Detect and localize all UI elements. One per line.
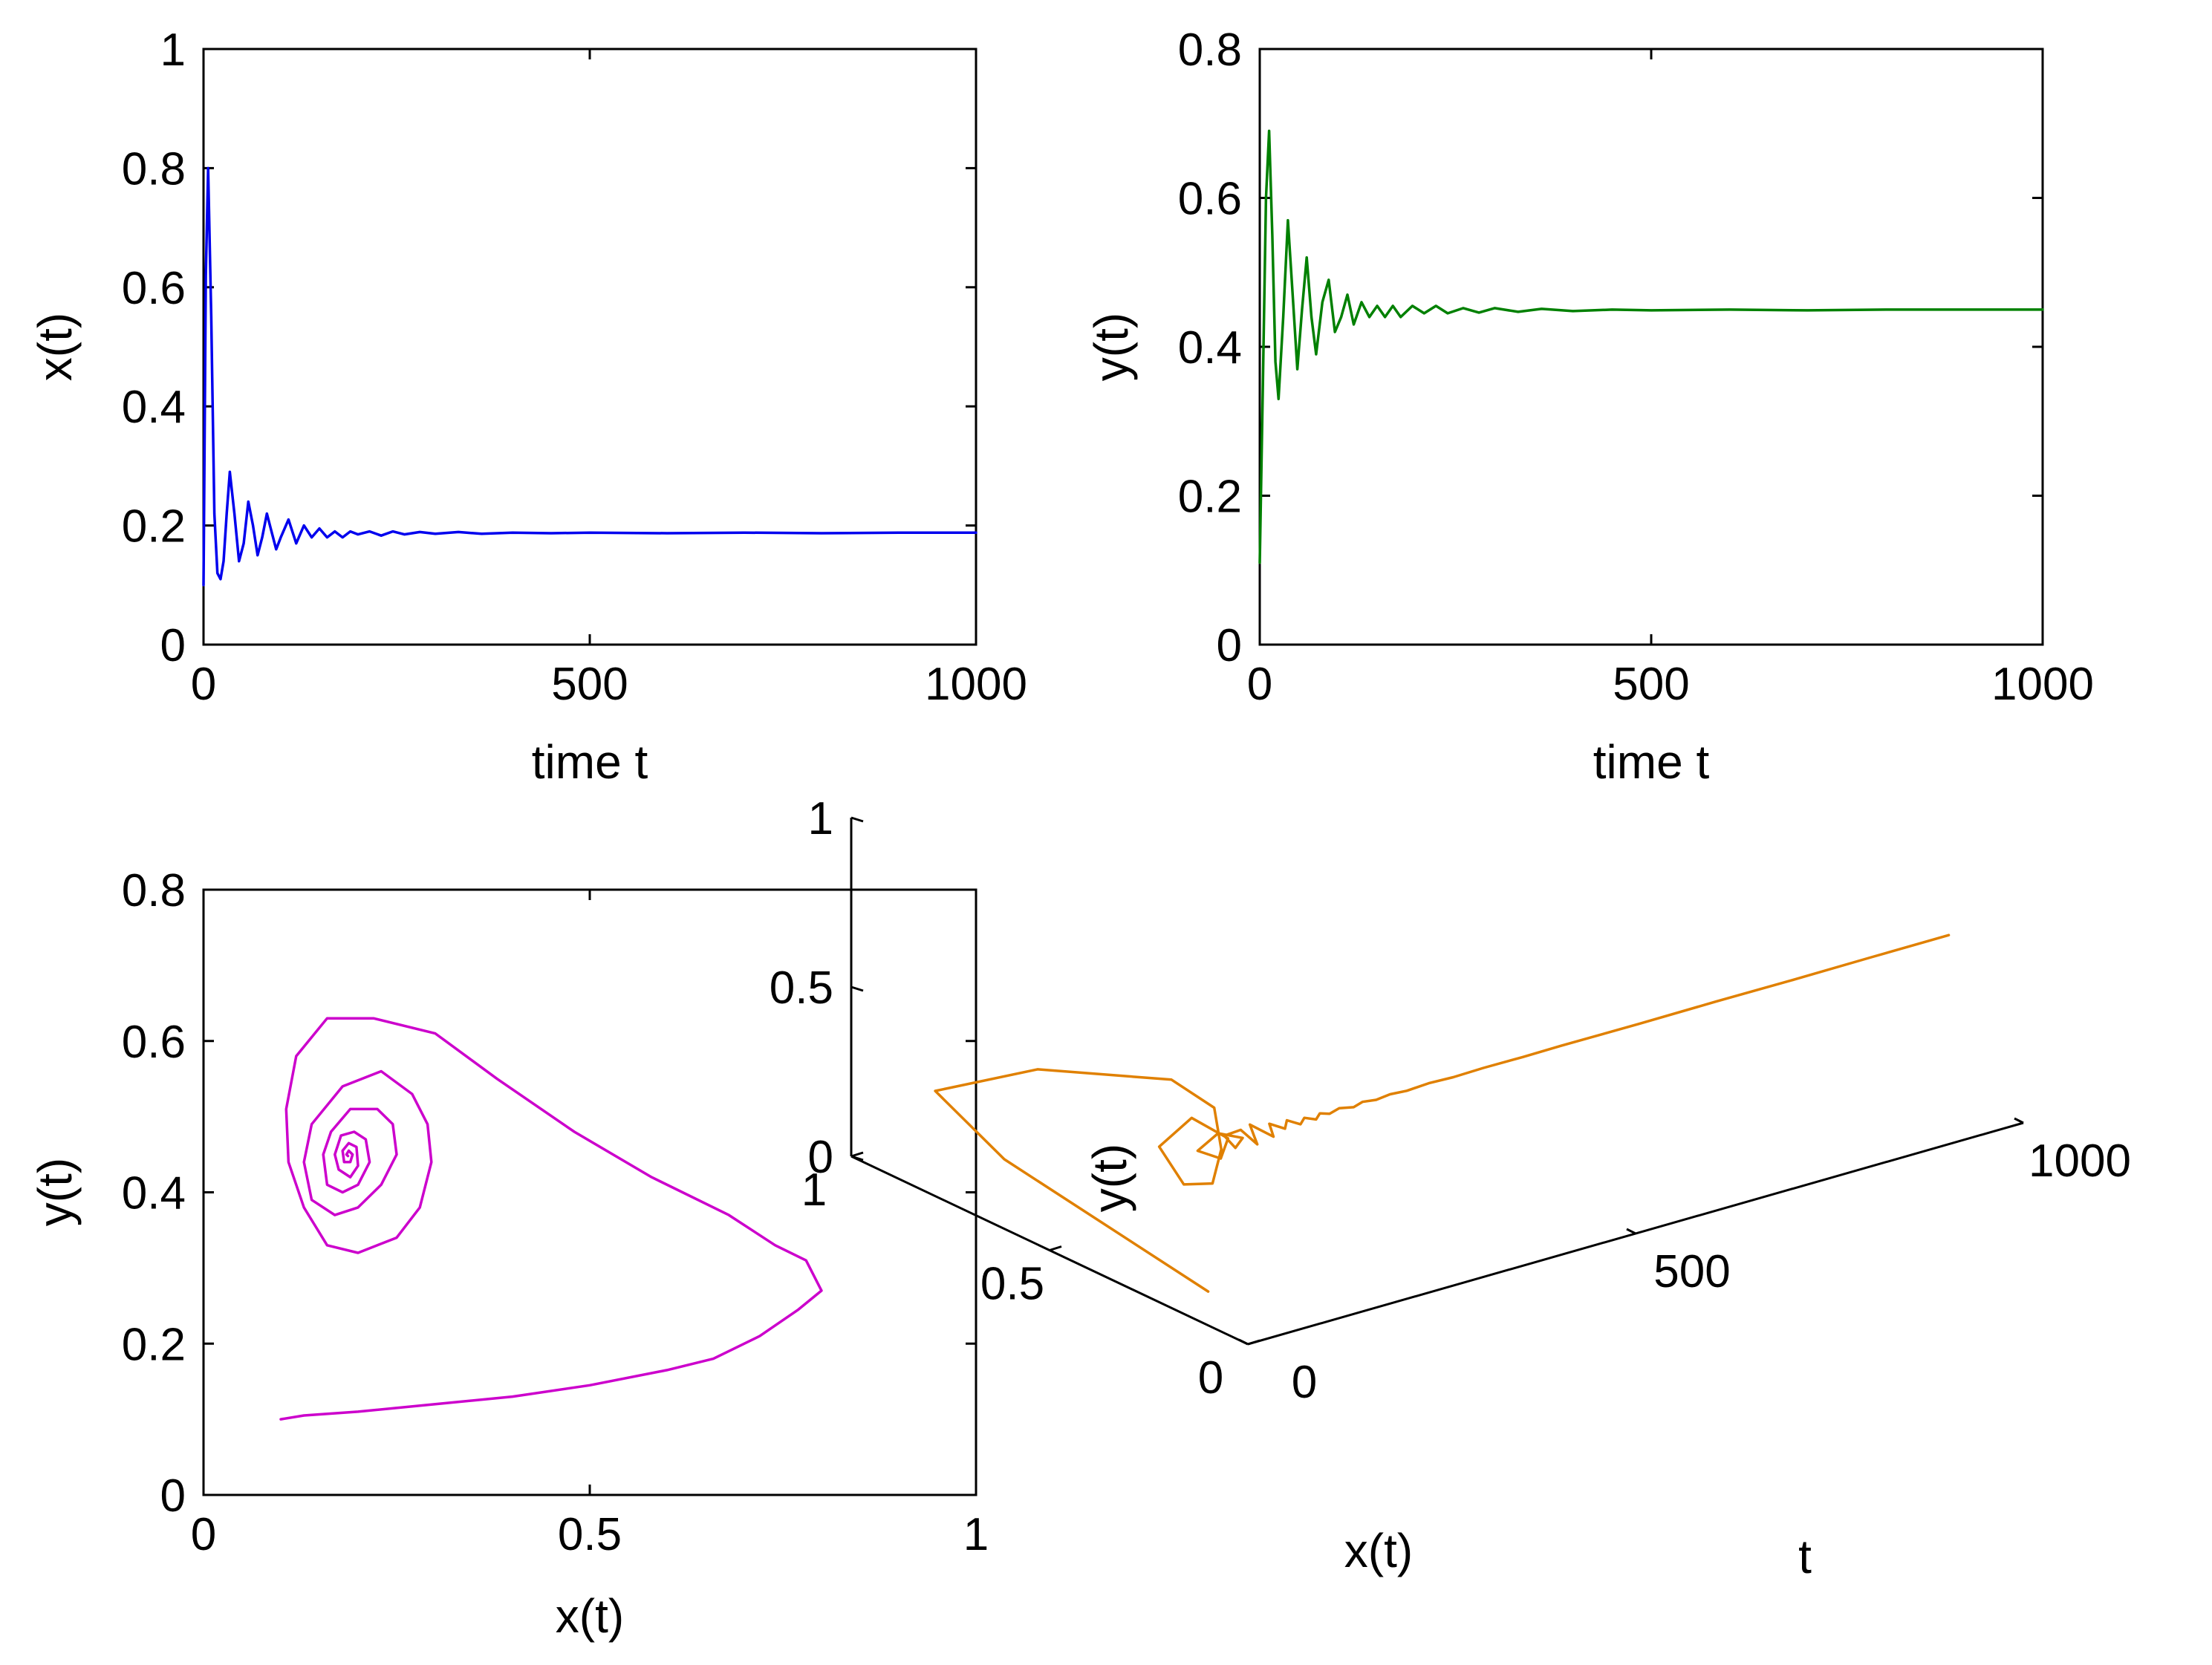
x-tick-label: 500 xyxy=(1613,659,1689,710)
panel-x-vs-time-frame xyxy=(202,48,977,646)
y-tick-label: 0.2 xyxy=(1178,472,1242,523)
t-tick-label: 0 xyxy=(1292,1357,1317,1408)
y-tick-label: 0 xyxy=(160,1470,186,1522)
x-tick-mark xyxy=(850,1151,864,1158)
x-tick-mark xyxy=(1247,1339,1260,1346)
x-tick-label: 500 xyxy=(551,659,628,710)
y-tick-label: 0.6 xyxy=(122,1017,186,1068)
panel-y-vs-time-ylabel: y(t) xyxy=(1084,313,1138,381)
panel-phase-portrait-frame xyxy=(202,888,977,1496)
y-tick-label: 0.6 xyxy=(1178,174,1242,225)
panel-3d-xlabel: x(t) xyxy=(1344,1524,1413,1577)
y-tick-label: 0.8 xyxy=(122,143,186,195)
t-tick-mark xyxy=(1238,1338,1249,1346)
panel-phase-portrait-series-line xyxy=(279,1017,823,1421)
panel-x-vs-time: 0 500 1000 0 0.2 0.4 0.6 0.8 1 time t x(t) xyxy=(28,25,1027,789)
z-tick-label: 0 xyxy=(808,1132,833,1183)
y-tick-label: 0.8 xyxy=(1178,25,1242,76)
z-tick-mark xyxy=(850,1155,864,1161)
panel-phase-portrait-xlabel: x(t) xyxy=(556,1589,624,1643)
x-tick-label: 0.5 xyxy=(558,1509,622,1560)
x-tick-label: 1 xyxy=(801,1164,827,1216)
panel-x-vs-time-ticks: 0 500 1000 0 0.2 0.4 0.6 0.8 1 xyxy=(122,25,1027,710)
y-tick-label: 0 xyxy=(160,620,186,671)
panel-y-vs-time-ticks: 0 500 1000 0 0.2 0.4 0.6 0.8 xyxy=(1178,25,2094,710)
t-tick-mark xyxy=(2014,1117,2024,1124)
z-tick-mark xyxy=(850,816,864,823)
y-tick-label: 0.2 xyxy=(122,501,186,553)
y-tick-label: 0.4 xyxy=(122,1168,186,1219)
y-tick-label: 0.6 xyxy=(122,263,186,314)
x-tick-label: 0.5 xyxy=(980,1259,1044,1310)
panel-y-vs-time-xlabel: time t xyxy=(1593,735,1710,789)
t-tick-label: 1000 xyxy=(2029,1135,2131,1187)
x-tick-mark xyxy=(1049,1245,1062,1251)
x-tick-label: 1 xyxy=(963,1509,989,1560)
panel-3d-ylabel: t xyxy=(1798,1530,1812,1583)
x-tick-label: 1000 xyxy=(1991,659,2094,710)
y-tick-label: 0.4 xyxy=(122,382,186,433)
panel-y-vs-time: 0 500 1000 0 0.2 0.4 0.6 0.8 time t y(t) xyxy=(1084,25,2094,789)
panel-y-vs-time-series-line xyxy=(1258,129,2044,564)
z-tick-label: 0.5 xyxy=(770,962,833,1014)
z-tick-label: 1 xyxy=(808,793,833,844)
y-tick-label: 0 xyxy=(1217,620,1242,671)
x-tick-label: 0 xyxy=(191,1509,216,1560)
panel-x-vs-time-xlabel: time t xyxy=(532,735,648,789)
z-tick-mark xyxy=(850,985,864,992)
panel-x-vs-time-ylabel: x(t) xyxy=(28,313,82,381)
x-tick-label: 0 xyxy=(1198,1352,1223,1404)
panel-y-vs-time-frame xyxy=(1258,48,2044,646)
y-tick-label: 0.4 xyxy=(1178,322,1242,374)
panel-x-vs-time-series-line xyxy=(202,166,977,587)
y-tick-label: 0.8 xyxy=(122,865,186,916)
y-tick-label: 1 xyxy=(160,25,186,76)
x-tick-label: 0 xyxy=(191,659,216,710)
panel-3d-series-line xyxy=(934,933,1951,1293)
x-tick-label: 0 xyxy=(1247,659,1272,710)
x-tick-label: 1000 xyxy=(925,659,1027,710)
panel-3d-zlabel: y(t) xyxy=(1083,1144,1136,1212)
y-tick-label: 0.2 xyxy=(122,1319,186,1370)
panel-phase-portrait: 0 0.5 100.20.40.60.8 x(t) y(t) xyxy=(28,865,989,1643)
panel-phase-portrait-ylabel: y(t) xyxy=(28,1158,82,1226)
t-tick-mark xyxy=(1626,1228,1636,1235)
t-tick-label: 500 xyxy=(1653,1246,1730,1297)
